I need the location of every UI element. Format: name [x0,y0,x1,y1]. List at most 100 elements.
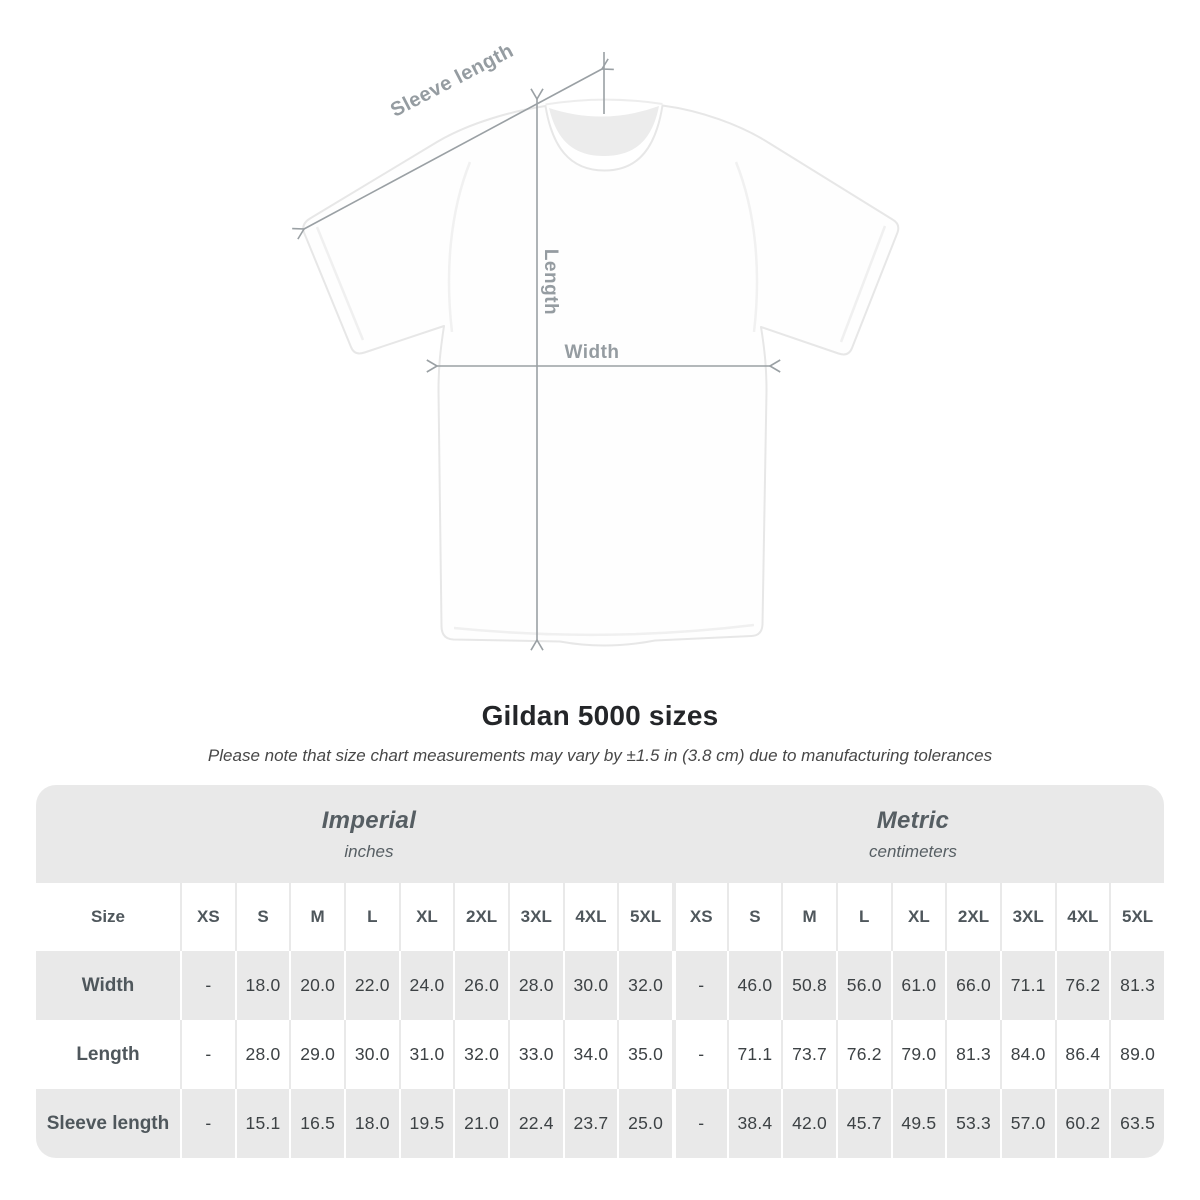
tshirt-measurement-diagram: Sleeve length Length Width [0,40,900,690]
cell-imperial-l: 18.0 [343,1089,399,1158]
right-armhole-seam [734,161,759,333]
size-header-metric-4xl: 4XL [1054,883,1110,951]
measurement-annotations [304,52,770,640]
row-label: Width [81,974,135,996]
cell-metric-3xl: 84.0 [999,1020,1055,1089]
cell-imperial-xl: 24.0 [398,951,454,1020]
cell-metric-xl: 61.0 [890,951,946,1020]
cell-imperial-s: 15.1 [234,1089,290,1158]
size-header-metric-2xl: 2XL [945,883,1000,951]
cell-metric-xl: 49.5 [890,1089,946,1158]
size-column-header: Size [90,907,126,926]
size-header-metric-5xl: 5XL [1109,883,1164,951]
metric-label: Metric [876,806,950,834]
cell-imperial-3xl: 28.0 [507,951,563,1020]
cell-imperial-l: 30.0 [343,1020,399,1089]
size-header-imperial-l: L [343,883,399,951]
imperial-unit-label: inches [344,841,394,861]
cell-metric-s: 46.0 [726,951,782,1020]
cell-metric-4xl: 76.2 [1054,951,1110,1020]
cell-imperial-5xl: 32.0 [617,951,672,1020]
cell-imperial-5xl: 25.0 [617,1089,672,1158]
cell-metric-xs: - [671,1089,727,1158]
size-header-imperial-s: S [234,883,290,951]
cell-imperial-xs: - [180,951,235,1020]
cell-metric-4xl: 60.2 [1054,1089,1110,1158]
cell-imperial-3xl: 22.4 [507,1089,563,1158]
cell-metric-xl: 79.0 [890,1020,946,1089]
table-row-sleeve-length: Sleeve length -15.1 16.5 18.0 19.5 21.0 22.4 23… [36,1089,1164,1158]
size-header-imperial-2xl: 2XL [453,883,508,951]
size-header-metric-xl: XL [890,883,946,951]
row-label: Sleeve length [46,1112,170,1134]
cell-metric-m: 73.7 [781,1020,836,1089]
size-header-imperial-xs: XS [180,883,235,951]
cell-metric-xs: - [671,1020,727,1089]
table-row-width: Width -18.0 20.0 22.0 24.0 26.0 28.0 30.0 32.0-4… [36,951,1164,1020]
left-sleeve-hem [315,226,365,341]
cell-metric-2xl: 53.3 [945,1089,1000,1158]
size-header-imperial-5xl: 5XL [617,883,672,951]
imperial-label: Imperial [321,806,417,834]
cell-imperial-2xl: 26.0 [453,951,508,1020]
cell-metric-3xl: 57.0 [999,1089,1055,1158]
size-header-metric-s: S [726,883,782,951]
size-header-imperial-3xl: 3XL [507,883,563,951]
cell-imperial-s: 28.0 [234,1020,290,1089]
sleeve-length-label: Sleeve length [387,40,517,122]
cell-imperial-4xl: 23.7 [562,1089,618,1158]
sizes-header-row: Size XS S M L XL 2XL 3XL 4XL 5XL XS S M L XL 2XL 3XL 4XL… [36,883,1164,951]
cell-imperial-m: 16.5 [289,1089,344,1158]
cell-imperial-xs: - [180,1089,235,1158]
length-label: Length [540,249,561,315]
cell-metric-2xl: 66.0 [945,951,1000,1020]
cell-imperial-2xl: 21.0 [453,1089,508,1158]
metric-unit-label: centimeters [869,841,957,861]
size-header-metric-3xl: 3XL [999,883,1055,951]
metric-group-header: Metric centimeters [671,785,1164,883]
table-row-length: Length -28.0 29.0 30.0 31.0 32.0 33.0 34.0 35.0-… [36,1020,1164,1089]
sleeve-length-arrow [304,69,602,229]
cell-imperial-xs: - [180,1020,235,1089]
cell-metric-xs: - [671,951,727,1020]
cell-imperial-xl: 19.5 [398,1089,454,1158]
size-header-metric-m: M [781,883,836,951]
size-header-imperial-4xl: 4XL [562,883,618,951]
cell-metric-l: 56.0 [835,951,891,1020]
cell-metric-s: 38.4 [726,1089,782,1158]
cell-metric-m: 50.8 [781,951,836,1020]
size-table: Imperial inches Metric centimeters Size … [36,785,1164,1158]
tolerance-note: Please note that size chart measurements… [207,746,993,765]
cell-metric-l: 45.7 [835,1089,891,1158]
unit-group-header-row: Imperial inches Metric centimeters [36,785,1164,883]
page-title: Gildan 5000 sizes [481,700,719,731]
width-label: Width [564,342,619,363]
cell-imperial-xl: 31.0 [398,1020,454,1089]
cell-metric-5xl: 63.5 [1109,1089,1164,1158]
row-label: Length [76,1043,140,1065]
cell-metric-m: 42.0 [781,1089,836,1158]
cell-imperial-l: 22.0 [343,951,399,1020]
size-header-imperial-m: M [289,883,344,951]
cell-metric-5xl: 81.3 [1109,951,1164,1020]
cell-metric-3xl: 71.1 [999,951,1055,1020]
cell-imperial-4xl: 34.0 [562,1020,618,1089]
cell-metric-s: 71.1 [726,1020,782,1089]
cell-imperial-m: 20.0 [289,951,344,1020]
cell-imperial-2xl: 32.0 [453,1020,508,1089]
right-sleeve-hem [839,225,887,343]
cell-metric-2xl: 81.3 [945,1020,1000,1089]
bottom-hem-stitch [453,623,755,637]
tshirt-outline [302,104,900,647]
imperial-group-header: Imperial inches [36,785,672,883]
cell-metric-5xl: 89.0 [1109,1020,1164,1089]
cell-imperial-s: 18.0 [234,951,290,1020]
cell-imperial-4xl: 30.0 [562,951,618,1020]
cell-imperial-m: 29.0 [289,1020,344,1089]
cell-imperial-5xl: 35.0 [617,1020,672,1089]
size-header-metric-l: L [835,883,891,951]
cell-imperial-3xl: 33.0 [507,1020,563,1089]
size-header-imperial-xl: XL [398,883,454,951]
size-header-metric-xs: XS [671,883,727,951]
